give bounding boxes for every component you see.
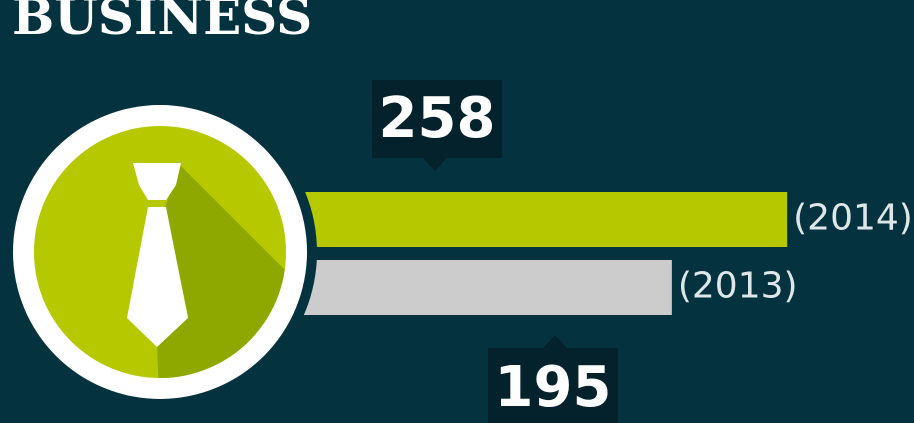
value-label-pointer <box>423 158 447 171</box>
category-label: (2014) <box>793 198 913 239</box>
category-label: (2013) <box>678 266 798 307</box>
value-label: 195 <box>495 355 612 420</box>
value-label-box <box>372 80 502 158</box>
labels: (2014) 258 (2013) 195 <box>372 80 913 423</box>
value-label: 258 <box>379 86 496 151</box>
chart-title: BUSINESS <box>12 0 312 46</box>
icon <box>3 95 317 409</box>
value-label-box <box>488 348 618 423</box>
value-label-pointer <box>543 335 567 348</box>
